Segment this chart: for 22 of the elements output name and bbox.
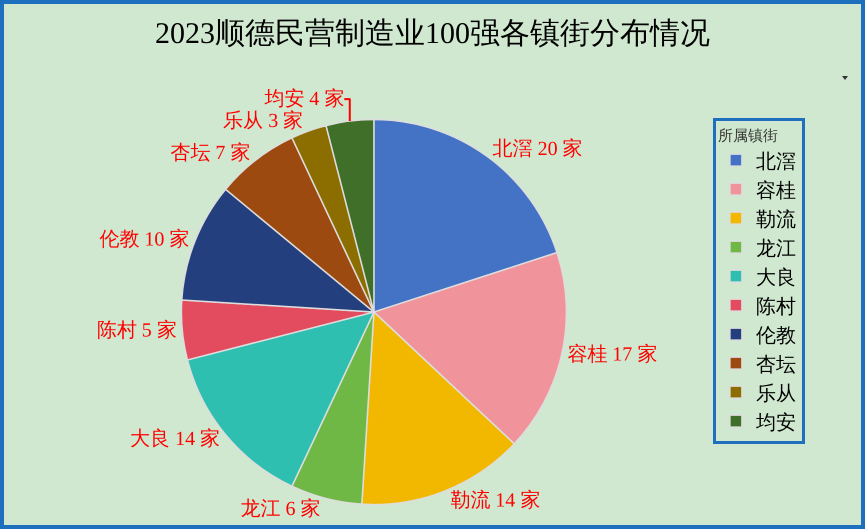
data-label: 陈村 5 家 <box>96 319 177 342</box>
legend-label: 杏坛 <box>756 352 796 376</box>
data-label: 龙江 6 家 <box>240 498 321 520</box>
legend-title: 所属镇街 <box>718 126 778 145</box>
legend-label: 伦教 <box>756 322 796 347</box>
chart-title: 2023顺德民营制造业100强各镇街分布情况 <box>155 17 710 50</box>
data-label: 北滘 20 家 <box>492 138 583 160</box>
legend-label: 北滘 <box>756 148 796 173</box>
data-label: 伦教 10 家 <box>99 228 190 251</box>
legend-label: 勒流 <box>756 206 796 231</box>
legend-label: 大良 <box>756 264 796 289</box>
legend-label: 龙江 <box>756 236 796 260</box>
legend-label: 陈村 <box>756 294 796 318</box>
legend-label: 均安 <box>754 410 796 434</box>
data-label: 乐从 3 家 <box>223 110 304 132</box>
legend-label: 乐从 <box>756 380 796 405</box>
data-label: 均安 4 家 <box>263 88 344 110</box>
data-label: 勒流 14 家 <box>450 490 540 512</box>
data-label: 容桂 17 家 <box>567 344 658 366</box>
data-label: 杏坛 7 家 <box>170 142 250 164</box>
data-label: 大良 14 家 <box>130 428 220 450</box>
legend-label: 容桂 <box>756 178 796 202</box>
